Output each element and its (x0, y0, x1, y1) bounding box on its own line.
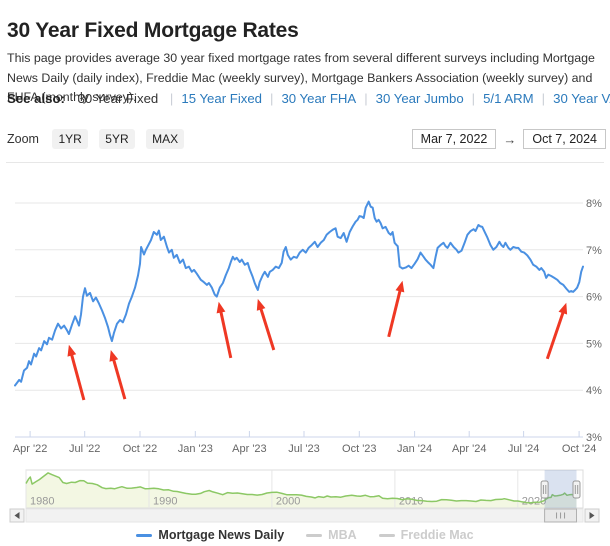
y-axis-label: 8% (586, 198, 602, 210)
x-axis-label: Apr '22 (13, 443, 48, 455)
x-axis-label: Apr '24 (452, 443, 487, 455)
see-also-label: See also: (7, 91, 65, 106)
zoom-1yr-button[interactable]: 1YR (52, 129, 88, 149)
see-also-separator: | (270, 91, 274, 106)
y-axis-label: 5% (586, 338, 602, 350)
see-also-current-item: 30 Year Fixed (77, 91, 159, 106)
navigator-year-label: 1990 (153, 496, 177, 508)
navigator-year-label: 2010 (399, 496, 423, 508)
legend-series-label: MBA (328, 528, 357, 542)
x-axis-label: Jan '23 (178, 443, 213, 455)
see-also-row: See also: 30 Year Fixed | 15 Year Fixed | 3… (7, 91, 610, 106)
date-from-input[interactable]: Mar 7, 2022 (411, 129, 497, 149)
see-also-link[interactable]: 15 Year Fixed (181, 91, 263, 106)
y-axis-label: 7% (586, 245, 602, 257)
chart-legend: Mortgage News Daily MBA Freddie Mac (0, 528, 610, 542)
scrollbar-right-arrow-icon (589, 512, 595, 519)
annotation-arrow-icon (256, 298, 276, 351)
date-to-input[interactable]: Oct 7, 2024 (523, 129, 606, 149)
see-also-separator: | (364, 91, 368, 106)
legend-series-dash-icon (306, 533, 323, 537)
legend-series-label: Mortgage News Daily (158, 528, 285, 542)
see-also-link[interactable]: 5/1 ARM (483, 91, 534, 106)
main-rate-chart[interactable]: 3% 4% 5% 6% 7% 8% Apr '22 Jul '22 Oct '22 Jan '23… (0, 168, 610, 458)
date-range-arrow-icon: → (503, 131, 517, 147)
zoom-max-button[interactable]: MAX (146, 129, 185, 149)
see-also-link[interactable]: 30 Year Jumbo (375, 91, 464, 106)
scrollbar-thumb[interactable] (544, 508, 577, 523)
y-axis-label: 3% (586, 432, 602, 444)
divider (6, 162, 604, 163)
see-also-link[interactable]: 30 Year VA (553, 91, 610, 106)
navigator-year-label: 2020 (522, 496, 546, 508)
annotation-arrow-icon (67, 344, 86, 401)
x-axis-label: Jul '24 (508, 443, 539, 455)
see-also-separator: | (541, 91, 546, 106)
zoom-label: Zoom (7, 132, 39, 146)
y-axis-label: 6% (586, 292, 602, 304)
see-also-link[interactable]: 30 Year FHA (281, 91, 357, 106)
legend-series-dash-icon (378, 533, 395, 537)
x-axis-label: Jul '22 (69, 443, 100, 455)
annotation-arrow-icon (387, 280, 405, 338)
legend-series-dash-icon (136, 533, 153, 537)
navigator-right-handle[interactable] (572, 480, 581, 499)
scrollbar-left-arrow-icon (14, 512, 20, 519)
navigator-left-handle[interactable] (540, 480, 549, 499)
see-also-separator: | (471, 91, 476, 106)
navigator-year-label: 2000 (276, 496, 300, 508)
legend-item[interactable]: Mortgage News Daily (136, 528, 284, 542)
annotation-arrow-icon (216, 301, 233, 359)
navigator-year-label: 1980 (30, 496, 54, 508)
navigator-area-fill (26, 472, 577, 508)
legend-series-label: Freddie Mac (400, 528, 474, 542)
scrollbar-track[interactable] (25, 508, 584, 523)
x-axis-label: Oct '24 (562, 443, 597, 455)
page-description: This page provides average 30 year fixed… (7, 51, 595, 104)
see-also-separator: | (169, 91, 174, 106)
navigator-mini-chart[interactable]: 1980 1990 2000 2010 2020 (0, 466, 610, 524)
navigator-line-series (25, 472, 577, 504)
page-title: 30 Year Fixed Mortgage Rates (7, 19, 299, 43)
x-axis-label: Oct '23 (342, 443, 377, 455)
navigator-selection-range[interactable] (544, 470, 577, 508)
chart-toolbar: Zoom 1YR 5YR MAX Mar 7, 2022 → Oct 7, 20… (7, 129, 606, 151)
legend-item[interactable]: MBA (306, 528, 357, 542)
x-axis-label: Oct '22 (123, 443, 158, 455)
x-axis-label: Apr '23 (232, 443, 267, 455)
y-axis-label: 4% (586, 385, 602, 397)
annotation-arrow-icon (545, 302, 568, 360)
rate-line-series (14, 200, 584, 387)
legend-item[interactable]: Freddie Mac (378, 528, 474, 542)
zoom-5yr-button[interactable]: 5YR (99, 129, 135, 149)
x-axis-label: Jul '23 (288, 443, 319, 455)
annotation-arrow-icon (109, 350, 127, 400)
x-axis-label: Jan '24 (397, 443, 432, 455)
